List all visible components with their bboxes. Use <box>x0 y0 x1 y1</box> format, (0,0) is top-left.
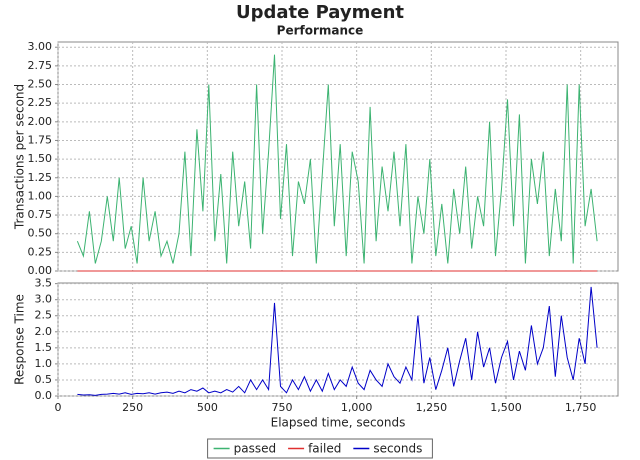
x-tick-label: 1,500 <box>490 401 522 414</box>
x-tick-label: 250 <box>122 401 143 414</box>
y-tick-label: 1.75 <box>28 133 53 146</box>
x-tick-label: 0 <box>55 401 62 414</box>
plot-area <box>57 41 619 272</box>
y-tick-label: 0.0 <box>35 389 53 402</box>
y-tick-label: 2.00 <box>28 115 53 128</box>
y-tick-label: 0.5 <box>35 373 53 386</box>
chart-subtitle: Performance <box>277 24 364 38</box>
x-tick-label: 750 <box>272 401 293 414</box>
x-axis-label: Elapsed time, seconds <box>271 416 406 430</box>
y-tick-label: 2.75 <box>28 59 53 72</box>
y-tick-label: 2.0 <box>35 325 53 338</box>
x-tick-label: 500 <box>197 401 218 414</box>
y-axis-label: Response Time <box>13 294 27 385</box>
y-tick-label: 2.25 <box>28 96 53 109</box>
y-tick-label: 3.00 <box>28 40 53 53</box>
y-tick-label: 1.25 <box>28 171 53 184</box>
x-tick-label: 1,000 <box>341 401 373 414</box>
y-tick-label: 0.00 <box>28 264 53 277</box>
legend-label: passed <box>234 442 276 456</box>
x-tick-label: 1,750 <box>565 401 597 414</box>
legend: passed failed seconds <box>207 438 433 459</box>
legend-label: failed <box>308 442 341 456</box>
series-line <box>77 286 598 396</box>
series-line <box>76 54 598 264</box>
y-tick-label: 2.5 <box>35 309 53 322</box>
y-tick-label: 0.25 <box>28 245 53 258</box>
y-tick-label: 1.00 <box>28 189 53 202</box>
y-tick-label: 2.50 <box>28 78 53 91</box>
y-tick-label: 1.5 <box>35 341 53 354</box>
chart-title: Update Payment <box>236 2 404 23</box>
x-tick-label: 1,250 <box>416 401 448 414</box>
y-tick-label: 1.50 <box>28 152 53 165</box>
y-tick-label: 0.75 <box>28 208 53 221</box>
y-tick-label: 0.50 <box>28 227 53 240</box>
y-tick-label: 3.5 <box>35 277 53 290</box>
legend-label: seconds <box>373 442 422 456</box>
plot-area <box>57 282 619 397</box>
y-axis-label: Transactions per second <box>13 84 27 230</box>
y-tick-label: 3.0 <box>35 293 53 306</box>
y-tick-label: 1.0 <box>35 357 53 370</box>
legend-box <box>207 438 433 459</box>
